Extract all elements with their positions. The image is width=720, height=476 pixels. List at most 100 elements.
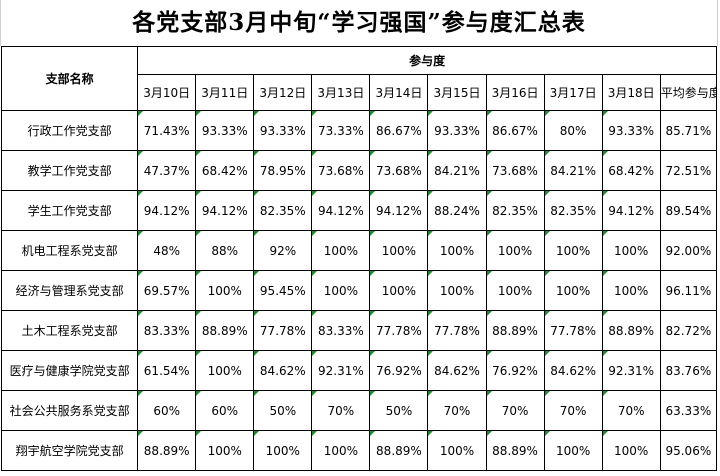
average-cell[interactable]: 92.00% xyxy=(659,230,718,271)
participation-cell[interactable]: 93.33% xyxy=(601,110,661,151)
participation-cell[interactable]: 73.68% xyxy=(369,150,429,191)
participation-cell[interactable]: 100% xyxy=(253,430,313,471)
participation-cell[interactable]: 94.12% xyxy=(601,190,661,231)
participation-cell[interactable]: 86.67% xyxy=(369,110,429,151)
branch-name-cell[interactable]: 土木工程系党支部 xyxy=(0,310,139,351)
participation-cell[interactable]: 82.35% xyxy=(253,190,313,231)
header-participation-group[interactable]: 参与度 xyxy=(137,46,717,75)
branch-name-cell[interactable]: 医疗与健康学院党支部 xyxy=(0,350,139,391)
participation-cell[interactable]: 92.31% xyxy=(311,350,371,391)
participation-cell[interactable]: 100% xyxy=(311,270,371,311)
participation-cell[interactable]: 88.89% xyxy=(369,430,429,471)
participation-cell[interactable]: 86.67% xyxy=(485,110,545,151)
participation-cell[interactable]: 82.35% xyxy=(485,190,545,231)
participation-cell[interactable]: 68.42% xyxy=(195,150,255,191)
average-cell[interactable]: 95.06% xyxy=(659,430,718,471)
branch-name-cell[interactable]: 教学工作党支部 xyxy=(0,150,139,191)
participation-cell[interactable]: 60% xyxy=(195,390,255,431)
header-date[interactable]: 3月11日 xyxy=(195,74,255,111)
branch-name-cell[interactable]: 社会公共服务系党支部 xyxy=(0,390,139,431)
participation-cell[interactable]: 77.78% xyxy=(543,310,603,351)
average-cell[interactable]: 89.54% xyxy=(659,190,718,231)
participation-cell[interactable]: 100% xyxy=(427,430,487,471)
participation-cell[interactable]: 50% xyxy=(369,390,429,431)
participation-cell[interactable]: 94.12% xyxy=(311,190,371,231)
participation-cell[interactable]: 60% xyxy=(137,390,197,431)
branch-name-cell[interactable]: 学生工作党支部 xyxy=(0,190,139,231)
participation-cell[interactable]: 84.62% xyxy=(427,350,487,391)
participation-cell[interactable]: 100% xyxy=(427,230,487,271)
participation-cell[interactable]: 94.12% xyxy=(369,190,429,231)
participation-cell[interactable]: 88.89% xyxy=(485,430,545,471)
participation-cell[interactable]: 70% xyxy=(601,390,661,431)
participation-cell[interactable]: 84.21% xyxy=(543,150,603,191)
participation-cell[interactable]: 100% xyxy=(543,430,603,471)
header-date[interactable]: 3月17日 xyxy=(543,74,603,111)
branch-name-cell[interactable]: 翔宇航空学院党支部 xyxy=(0,430,139,471)
participation-cell[interactable]: 84.62% xyxy=(543,350,603,391)
participation-cell[interactable]: 88.89% xyxy=(485,310,545,351)
header-date[interactable]: 3月13日 xyxy=(311,74,371,111)
participation-cell[interactable]: 100% xyxy=(485,230,545,271)
participation-cell[interactable]: 100% xyxy=(195,430,255,471)
participation-cell[interactable]: 84.21% xyxy=(427,150,487,191)
participation-cell[interactable]: 76.92% xyxy=(369,350,429,391)
participation-cell[interactable]: 48% xyxy=(137,230,197,271)
participation-cell[interactable]: 88% xyxy=(195,230,255,271)
participation-cell[interactable]: 78.95% xyxy=(253,150,313,191)
participation-cell[interactable]: 69.57% xyxy=(137,270,197,311)
participation-cell[interactable]: 94.12% xyxy=(137,190,197,231)
average-cell[interactable]: 82.72% xyxy=(659,310,718,351)
header-date[interactable]: 3月15日 xyxy=(427,74,487,111)
participation-cell[interactable]: 100% xyxy=(369,230,429,271)
participation-cell[interactable]: 50% xyxy=(253,390,313,431)
participation-cell[interactable]: 70% xyxy=(543,390,603,431)
header-date[interactable]: 3月16日 xyxy=(485,74,545,111)
participation-cell[interactable]: 100% xyxy=(369,270,429,311)
participation-cell[interactable]: 88.89% xyxy=(601,310,661,351)
participation-cell[interactable]: 88.89% xyxy=(195,310,255,351)
participation-cell[interactable]: 100% xyxy=(601,230,661,271)
participation-cell[interactable]: 100% xyxy=(195,270,255,311)
participation-cell[interactable]: 83.33% xyxy=(137,310,197,351)
participation-cell[interactable]: 77.78% xyxy=(253,310,313,351)
participation-cell[interactable]: 100% xyxy=(601,270,661,311)
participation-cell[interactable]: 73.68% xyxy=(311,150,371,191)
participation-cell[interactable]: 88.24% xyxy=(427,190,487,231)
participation-cell[interactable]: 77.78% xyxy=(427,310,487,351)
participation-cell[interactable]: 95.45% xyxy=(253,270,313,311)
participation-cell[interactable]: 100% xyxy=(311,230,371,271)
branch-name-cell[interactable]: 行政工作党支部 xyxy=(0,110,139,151)
participation-cell[interactable]: 71.43% xyxy=(137,110,197,151)
participation-cell[interactable]: 76.92% xyxy=(485,350,545,391)
participation-cell[interactable]: 73.33% xyxy=(311,110,371,151)
header-date[interactable]: 3月14日 xyxy=(369,74,429,111)
average-cell[interactable]: 85.71% xyxy=(659,110,718,151)
participation-cell[interactable]: 80% xyxy=(543,110,603,151)
participation-cell[interactable]: 100% xyxy=(485,270,545,311)
header-date[interactable]: 3月12日 xyxy=(253,74,313,111)
header-date[interactable]: 3月18日 xyxy=(601,74,661,111)
participation-cell[interactable]: 100% xyxy=(543,270,603,311)
participation-cell[interactable]: 88.89% xyxy=(137,430,197,471)
participation-cell[interactable]: 93.33% xyxy=(253,110,313,151)
participation-cell[interactable]: 68.42% xyxy=(601,150,661,191)
participation-cell[interactable]: 70% xyxy=(485,390,545,431)
header-branch-name[interactable]: 支部名称 xyxy=(0,46,139,111)
participation-cell[interactable]: 61.54% xyxy=(137,350,197,391)
average-cell[interactable]: 96.11% xyxy=(659,270,718,311)
participation-cell[interactable]: 92.31% xyxy=(601,350,661,391)
participation-cell[interactable]: 84.62% xyxy=(253,350,313,391)
participation-cell[interactable]: 100% xyxy=(427,270,487,311)
participation-cell[interactable]: 92% xyxy=(253,230,313,271)
participation-cell[interactable]: 100% xyxy=(601,430,661,471)
header-date[interactable]: 3月10日 xyxy=(137,74,197,111)
participation-cell[interactable]: 94.12% xyxy=(195,190,255,231)
branch-name-cell[interactable]: 经济与管理系党支部 xyxy=(0,270,139,311)
participation-cell[interactable]: 70% xyxy=(311,390,371,431)
branch-name-cell[interactable]: 机电工程系党支部 xyxy=(0,230,139,271)
participation-cell[interactable]: 83.33% xyxy=(311,310,371,351)
participation-cell[interactable]: 93.33% xyxy=(195,110,255,151)
participation-cell[interactable]: 100% xyxy=(543,230,603,271)
participation-cell[interactable]: 73.68% xyxy=(485,150,545,191)
